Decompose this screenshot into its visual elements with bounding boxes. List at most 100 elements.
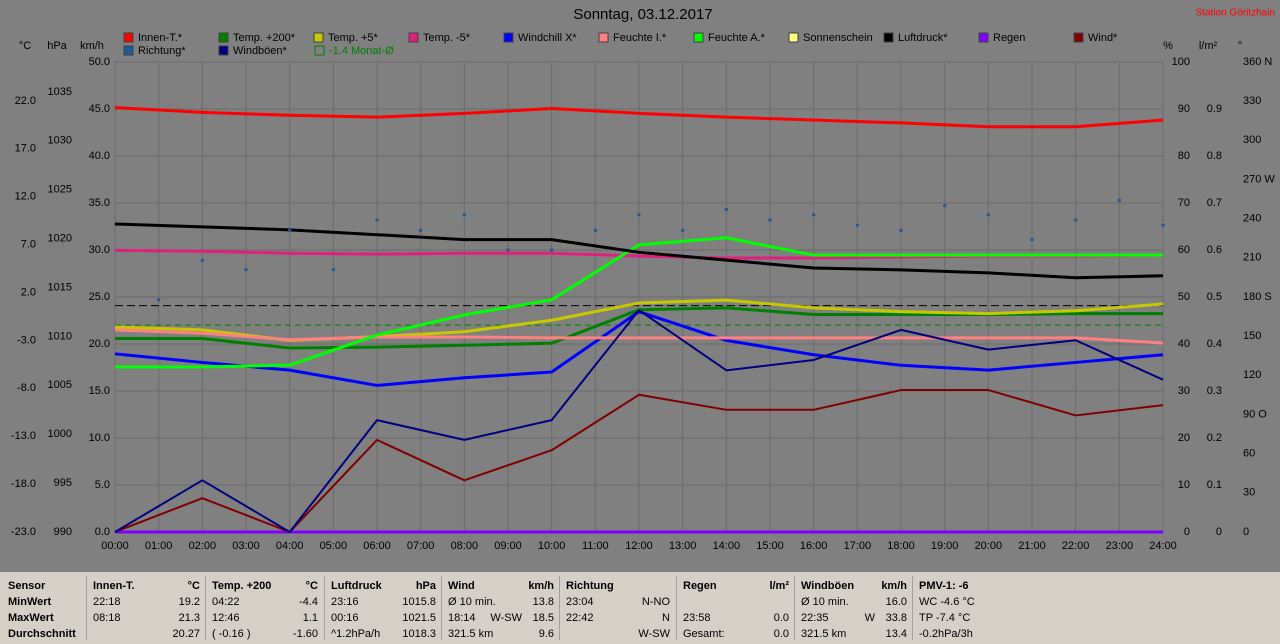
- x-tick-label: 23:00: [1106, 540, 1134, 552]
- y-tick-label: 40.0: [89, 150, 110, 162]
- scatter-point: [855, 223, 859, 227]
- table-cell: Ø 10 min.: [448, 596, 496, 608]
- group-name: Windböen: [801, 580, 855, 592]
- y-tick-label: 35.0: [89, 197, 110, 209]
- legend-label: Temp. +200*: [233, 32, 296, 44]
- legend-swatch: [978, 32, 989, 43]
- legend-label: Feuchte A.*: [708, 32, 766, 44]
- x-tick-label: 08:00: [451, 540, 479, 552]
- group-name: Luftdruck: [331, 580, 382, 592]
- y-tick-label: 0: [1184, 526, 1190, 538]
- y-tick-label: 60: [1178, 244, 1190, 256]
- group-name: Richtung: [566, 580, 614, 592]
- legend-label: Regen: [993, 32, 1025, 44]
- y-tick-label: 25.0: [89, 291, 110, 303]
- table-cell: ( -0.16 ): [212, 628, 251, 640]
- table-cell: 22:35: [801, 612, 829, 624]
- column-separator: [794, 576, 795, 640]
- y-tick-label: 0: [1216, 526, 1222, 538]
- y-tick-label: 0.8: [1207, 150, 1222, 162]
- column-separator: [86, 576, 87, 640]
- x-tick-label: 02:00: [189, 540, 217, 552]
- legend-swatch: [788, 32, 799, 43]
- y-tick-label: 1030: [48, 135, 72, 147]
- y-tick-label: 1000: [48, 428, 72, 440]
- scatter-point: [812, 213, 816, 217]
- y-tick-label: 12.0: [15, 191, 36, 203]
- x-tick-label: 06:00: [363, 540, 391, 552]
- x-tick-label: 22:00: [1062, 540, 1090, 552]
- table-cell: 23:16: [331, 596, 359, 608]
- column-separator: [912, 576, 913, 640]
- group-unit: l/m²: [769, 580, 789, 592]
- column-separator: [676, 576, 677, 640]
- y-tick-label: -13.0: [11, 430, 36, 442]
- column-separator: [205, 576, 206, 640]
- y-tick-label: -3.0: [17, 334, 36, 346]
- group-unit: km/h: [528, 580, 554, 592]
- y-tick-label: 40: [1178, 338, 1190, 350]
- y-tick-label: 5.0: [95, 479, 110, 491]
- y-tick-label: 990: [54, 526, 72, 538]
- table-cell: 22:42: [566, 612, 594, 624]
- legend-label: Windchill X*: [518, 32, 577, 44]
- x-tick-label: 17:00: [844, 540, 872, 552]
- x-tick-label: 13:00: [669, 540, 697, 552]
- y-tick-label: 240: [1243, 213, 1261, 225]
- legend-swatch: [598, 32, 609, 43]
- y-tick-label: 1020: [48, 233, 72, 245]
- axis-unit: hPa: [47, 40, 67, 52]
- scatter-point: [1074, 218, 1078, 222]
- table-cell: 1015.8: [402, 596, 436, 608]
- table-cell: 18.5: [532, 612, 554, 624]
- y-tick-label: 20: [1178, 432, 1190, 444]
- y-tick-label: 0: [1243, 526, 1249, 538]
- x-tick-label: 07:00: [407, 540, 435, 552]
- legend-label: Temp. +5*: [328, 32, 379, 44]
- row-label: Sensor: [8, 580, 46, 592]
- scatter-point: [288, 228, 292, 232]
- table-cell: 23:58: [683, 612, 711, 624]
- legend-swatch: [503, 32, 514, 43]
- table-cell: 20.27: [172, 628, 200, 640]
- table-cell: W-SW: [490, 612, 522, 624]
- table-cell: 16.0: [885, 596, 907, 608]
- y-tick-label: 30.0: [89, 244, 110, 256]
- scatter-point: [724, 208, 728, 212]
- y-tick-label: 0.1: [1207, 479, 1222, 491]
- y-tick-label: 90 O: [1243, 408, 1267, 420]
- x-tick-label: 00:00: [101, 540, 129, 552]
- scatter-point: [1161, 223, 1165, 227]
- axis-unit: °C: [19, 40, 31, 52]
- scatter-point: [899, 228, 903, 232]
- table-cell: 22:18: [93, 596, 121, 608]
- group-name: Temp. +200: [212, 580, 272, 592]
- y-tick-label: 17.0: [15, 143, 36, 155]
- legend-swatch: [313, 32, 324, 43]
- legend-label: Windböen*: [233, 45, 288, 57]
- table-cell: N: [662, 612, 670, 624]
- scatter-point: [462, 213, 466, 217]
- table-cell: ^1.2hPa/h: [331, 628, 381, 640]
- row-label: Durchschnitt: [8, 628, 76, 640]
- y-tick-label: 80: [1178, 150, 1190, 162]
- y-tick-label: 2.0: [21, 286, 36, 298]
- table-cell: W-SW: [638, 628, 670, 640]
- station-name: Station Göritzhain: [1196, 8, 1276, 19]
- y-tick-label: 210: [1243, 252, 1261, 264]
- table-cell: 23:04: [566, 596, 594, 608]
- table-cell: 1.1: [302, 612, 318, 624]
- x-tick-label: 10:00: [538, 540, 566, 552]
- group-name: Wind: [448, 580, 475, 592]
- group-unit: km/h: [881, 580, 907, 592]
- y-tick-label: 7.0: [21, 239, 36, 251]
- scatter-point: [768, 218, 772, 222]
- y-tick-label: -18.0: [11, 478, 36, 490]
- table-cell: N-NO: [641, 596, 670, 608]
- axis-unit: km/h: [80, 40, 104, 52]
- series-line: [115, 236, 1163, 369]
- x-tick-label: 21:00: [1018, 540, 1046, 552]
- y-tick-label: 270 W: [1243, 173, 1275, 185]
- chart-title: Sonntag, 03.12.2017: [573, 6, 712, 23]
- y-tick-label: 20.0: [89, 338, 110, 350]
